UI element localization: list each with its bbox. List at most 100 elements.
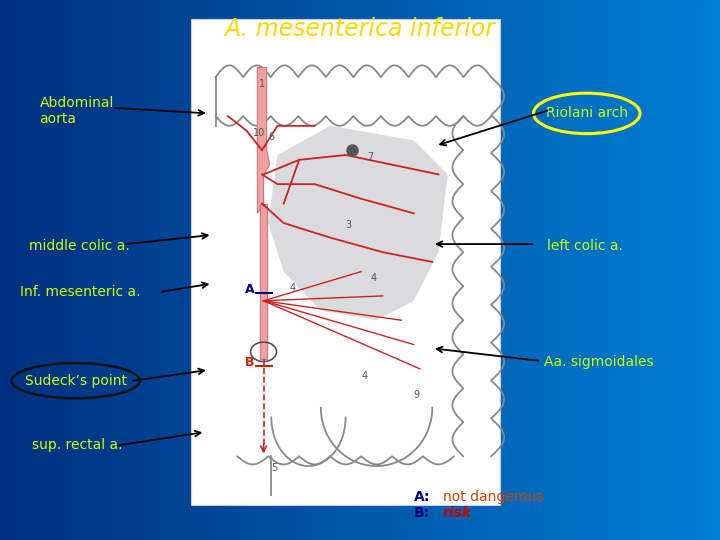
Text: 4: 4 [361,370,367,381]
Polygon shape [261,204,266,359]
Bar [576,0,585,540]
Bar [252,0,262,540]
Bar [0,0,10,540]
Bar [162,0,172,540]
Bar [702,0,711,540]
Bar [261,0,271,540]
Bar [342,0,352,540]
Bar [585,0,595,540]
Bar [378,0,387,540]
Bar [630,0,639,540]
Bar [531,0,541,540]
Text: sup. rectal a.: sup. rectal a. [32,438,123,453]
Text: A. mesenterica inferior: A. mesenterica inferior [225,17,495,41]
Text: B: B [245,356,254,369]
Bar [189,0,199,540]
Bar [513,0,523,540]
Bar [198,0,208,540]
Bar [594,0,603,540]
Bar [522,0,531,540]
Bar [657,0,667,540]
Bar [405,0,415,540]
Text: risk: risk [443,507,472,521]
Bar [639,0,649,540]
Bar [270,0,280,540]
Bar [432,0,441,540]
Bar [171,0,181,540]
Bar [486,0,496,540]
Bar [72,0,82,540]
Text: not dangerous: not dangerous [443,490,544,504]
Bar [567,0,577,540]
Bar [684,0,693,540]
Text: Sudeck’s point: Sudeck’s point [24,374,127,388]
Bar [621,0,631,540]
Bar [180,0,190,540]
Bar [468,0,478,540]
Text: middle colic a.: middle colic a. [29,239,130,253]
Bar [675,0,685,540]
Text: 4: 4 [370,273,377,284]
Text: Inf. mesenteric a.: Inf. mesenteric a. [20,285,140,299]
Bar [648,0,657,540]
Text: Aa. sigmoidales: Aa. sigmoidales [544,355,653,369]
Bar [324,0,334,540]
Text: 3: 3 [346,220,352,230]
Polygon shape [268,126,448,320]
Bar [504,0,513,540]
Bar [711,0,720,540]
Bar [191,19,500,505]
Bar [144,0,154,540]
Text: A: A [245,284,254,296]
Bar [288,0,298,540]
Bar [99,0,109,540]
Bar [153,0,163,540]
Text: 4: 4 [290,283,296,293]
Bar [315,0,325,540]
Bar [108,0,118,540]
Text: 9: 9 [414,390,420,400]
Bar [495,0,505,540]
Text: 6: 6 [268,132,274,143]
Bar [63,0,73,540]
Text: Abdominal
aorta: Abdominal aorta [40,96,114,126]
Text: 1: 1 [259,79,265,89]
Bar [333,0,343,540]
Bar [234,0,243,540]
Bar [369,0,379,540]
Text: 10: 10 [253,127,265,138]
Bar [693,0,703,540]
Text: A:: A: [414,490,431,504]
Bar [666,0,675,540]
Bar [45,0,55,540]
Bar [558,0,567,540]
Text: left colic a.: left colic a. [547,239,623,253]
Text: 7: 7 [367,152,374,162]
Bar [351,0,361,540]
Bar [126,0,135,540]
Text: B:: B: [414,507,430,521]
Bar [279,0,289,540]
Text: 5: 5 [271,463,277,473]
Bar [477,0,487,540]
Bar [441,0,451,540]
Bar [612,0,621,540]
Bar [135,0,145,540]
Bar [54,0,63,540]
Polygon shape [257,68,270,213]
Bar [90,0,99,540]
Bar [225,0,235,540]
Bar [36,0,46,540]
Bar [360,0,370,540]
Bar [540,0,550,540]
Bar [414,0,423,540]
Text: Riolani arch: Riolani arch [546,106,628,120]
Bar [459,0,469,540]
Bar [306,0,316,540]
Bar [423,0,433,540]
Bar [603,0,613,540]
Bar [396,0,406,540]
Bar [27,0,37,540]
Bar [243,0,253,540]
Bar [387,0,397,540]
